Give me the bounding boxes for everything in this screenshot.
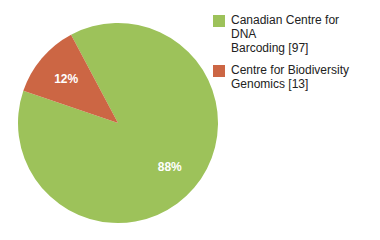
html-text:Genomics [13]: Genomics [13] <box>231 77 309 91</box>
html-text:Canadian Centre for DNA: Canadian Centre for DNA <box>231 13 340 41</box>
svg-text:12%: 12% <box>54 72 78 86</box>
html-text:Barcoding [97]: Barcoding [97] <box>231 41 309 55</box>
html-text:Centre for Biodiversity: Centre for Biodiversity <box>231 63 349 77</box>
svg-text:88%: 88% <box>158 160 182 174</box>
